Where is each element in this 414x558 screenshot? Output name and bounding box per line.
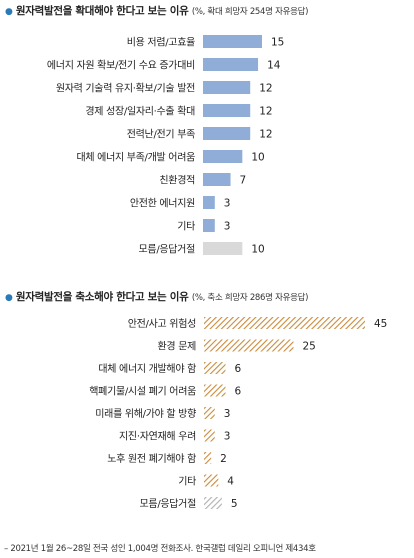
- value-label: 3: [224, 221, 231, 233]
- category-label: 비용 저렴/고효율: [127, 36, 195, 49]
- category-label: 기타: [177, 221, 195, 233]
- value-label: 2: [220, 453, 227, 465]
- value-label: 3: [224, 408, 231, 420]
- chart1-subtitle: (%, 확대 희망자 254명 자유응답): [191, 7, 309, 17]
- bar: [204, 384, 226, 397]
- category-label: 대체 에너지 개발해야 함: [98, 362, 196, 375]
- bar: [204, 474, 219, 487]
- bar: [204, 452, 212, 464]
- value-label: 6: [234, 363, 241, 375]
- bar: [203, 242, 243, 255]
- bar: [203, 150, 243, 163]
- bar: [203, 104, 251, 117]
- value-label: 4: [227, 476, 234, 488]
- bullet-icon: ●: [5, 293, 13, 303]
- bar: [204, 429, 215, 442]
- category-label: 모름/응답거절: [140, 497, 197, 510]
- chart1-bar-chart: 비용 저렴/고효율 15 에너지 자원 확보/전기 수요 증가대비 14 원자력 기술력…: [47, 35, 284, 256]
- category-label: 전력난/전기 부족: [127, 129, 195, 141]
- bar: [203, 35, 262, 48]
- value-label: 6: [234, 386, 241, 398]
- category-label: 친환경적: [159, 174, 195, 187]
- bar: [204, 339, 294, 352]
- bar: [203, 127, 251, 140]
- value-label: 10: [251, 152, 264, 164]
- category-label: 안전/사고 위험성: [128, 317, 196, 330]
- category-label: 노후 원전 폐기해야 함: [107, 452, 196, 465]
- category-label: 에너지 자원 확보/전기 수요 증가대비: [47, 60, 195, 72]
- bar: [204, 317, 365, 329]
- category-label: 기타: [178, 476, 196, 488]
- category-label: 미래를 위해/가야 할 방향: [95, 407, 196, 420]
- bar: [204, 407, 215, 419]
- source-footnote: – 2021년 1월 26~28일 전국 성인 1,004명 전화조사. 한국갤…: [4, 544, 316, 554]
- bar: [204, 362, 226, 374]
- category-label: 모름/응답거절: [139, 243, 196, 256]
- value-label: 5: [231, 498, 238, 510]
- category-label: 핵폐기물/시설 폐기 어려움: [89, 386, 196, 398]
- chart2-title: ● 원자력발전을 축소해야 한다고 보는 이유 (%, 축소 희망자 286명 …: [5, 289, 308, 304]
- chart1-title: ● 원자력발전을 확대해야 한다고 보는 이유 (%, 확대 희망자 254명 …: [5, 3, 308, 18]
- value-label: 12: [259, 129, 272, 141]
- value-label: 14: [267, 60, 281, 72]
- value-label: 25: [302, 341, 315, 353]
- chart2-subtitle: (%, 축소 희망자 286명 자유응답): [191, 293, 309, 303]
- category-label: 지진·자연재해 우려: [119, 430, 196, 443]
- value-label: 15: [271, 37, 284, 49]
- value-label: 12: [259, 106, 272, 118]
- value-label: 7: [240, 175, 247, 187]
- bar: [203, 81, 251, 94]
- chart2-title-text: 원자력발전을 축소해야 한다고 보는 이유: [15, 291, 189, 303]
- bar: [204, 497, 222, 509]
- category-label: 안전한 에너지원: [130, 198, 195, 210]
- category-label: 환경 문제: [158, 340, 197, 353]
- value-label: 3: [224, 198, 231, 210]
- bar: [203, 173, 231, 186]
- value-label: 10: [251, 244, 264, 256]
- value-label: 3: [224, 431, 231, 443]
- bullet-icon: ●: [5, 7, 13, 17]
- bar: [203, 58, 259, 71]
- value-label: 45: [374, 318, 387, 330]
- category-label: 원자력 기술력 유지·확보/기술 발전: [56, 83, 195, 95]
- category-label: 대체 에너지 부족/개발 어려움: [76, 152, 195, 164]
- value-label: 12: [259, 83, 272, 95]
- bar: [203, 219, 215, 232]
- chart1-title-text: 원자력발전을 확대해야 한다고 보는 이유: [15, 5, 189, 17]
- category-label: 경제 성장/일자리·수출 확대: [85, 105, 195, 118]
- bar: [203, 196, 215, 209]
